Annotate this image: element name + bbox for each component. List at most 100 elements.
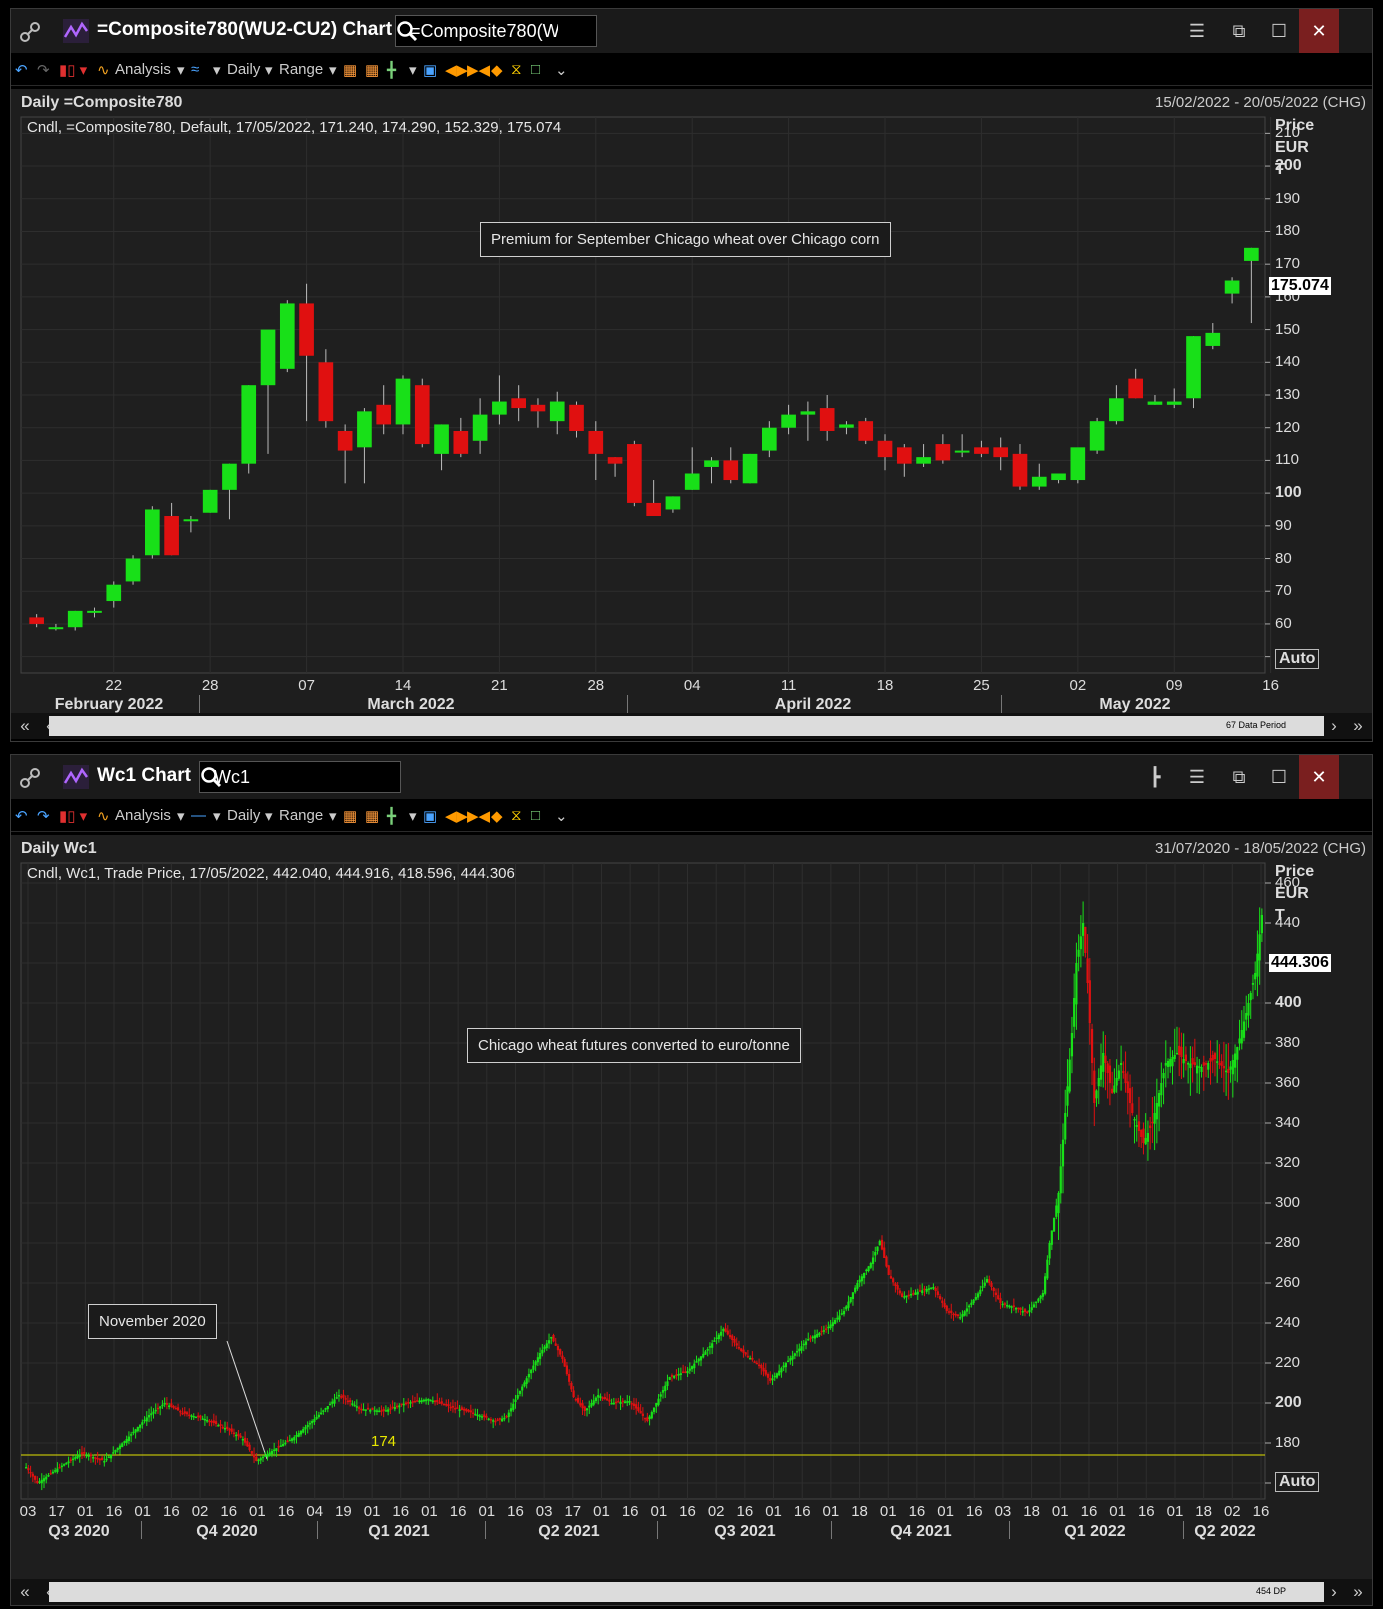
menu-icon[interactable]: ☰: [1188, 20, 1206, 41]
candle-body: [935, 444, 951, 461]
maximize-icon[interactable]: ☐: [1270, 20, 1288, 41]
scroll-vertical-icon[interactable]: ◆: [491, 808, 503, 825]
candle-body: [930, 1287, 933, 1290]
zoom-box-icon[interactable]: ▣: [423, 808, 438, 825]
crosshair-dropdown-icon[interactable]: ▾: [409, 62, 417, 79]
chart-style-icon[interactable]: ▦: [343, 62, 358, 79]
range-menu[interactable]: Range: [279, 807, 324, 824]
scroll-start-icon[interactable]: «: [20, 716, 30, 735]
crosshair-icon[interactable]: ╋: [387, 808, 397, 825]
x-tick-label: 16: [392, 1503, 410, 1520]
interval-dropdown-icon[interactable]: ▾: [265, 808, 273, 825]
bottom-scrollbar[interactable]: « ‹ 454 DP › »: [11, 1579, 1372, 1605]
scroll-start-icon[interactable]: «: [20, 1582, 30, 1601]
crosshair-icon[interactable]: ╋: [387, 62, 397, 79]
analysis-dropdown-icon[interactable]: ▾: [177, 62, 185, 79]
compress-vertical-icon[interactable]: ⧖: [511, 807, 522, 824]
line-style-dropdown-icon[interactable]: ▾: [213, 808, 221, 825]
link-icon[interactable]: [19, 767, 41, 789]
candle-body: [863, 1273, 866, 1279]
compress-vertical-icon[interactable]: ⧖: [511, 61, 522, 78]
compare-icon[interactable]: ▦: [365, 808, 380, 825]
crosshair-dropdown-icon[interactable]: ▾: [409, 808, 417, 825]
top-scrollbar[interactable]: « ‹ 67 Data Period › »: [11, 713, 1372, 739]
candle-body: [936, 1291, 939, 1295]
link-icon[interactable]: [19, 21, 41, 43]
candle-body: [306, 1425, 309, 1428]
bottom-candle-chart[interactable]: [11, 835, 1372, 1579]
undo-icon[interactable]: ↶: [15, 62, 28, 79]
symbol-search-box[interactable]: Wc1: [199, 761, 401, 793]
popout-icon[interactable]: ⧉: [1232, 20, 1246, 41]
candle-body: [273, 1449, 276, 1452]
maximize-icon[interactable]: ☐: [1270, 766, 1288, 787]
select-tool-icon[interactable]: □: [531, 61, 541, 78]
scroll-horizontal-icon[interactable]: ◀▶: [445, 62, 469, 79]
auto-scale-button[interactable]: Auto: [1275, 1472, 1320, 1492]
range-dropdown-icon[interactable]: ▾: [329, 808, 337, 825]
studies-dropdown-icon[interactable]: ▾: [213, 62, 221, 79]
compare-icon[interactable]: ▦: [365, 62, 380, 79]
line-style-icon[interactable]: —: [191, 807, 206, 824]
candle-body: [956, 1314, 960, 1317]
undo-icon[interactable]: ↶: [15, 808, 28, 825]
redo-icon[interactable]: ↷: [37, 62, 50, 79]
candle-body: [746, 1355, 750, 1358]
bottom-chart-area[interactable]: Daily Wc1 31/07/2020 - 18/05/2022 (CHG) …: [11, 835, 1372, 1579]
candle-body: [1182, 1059, 1185, 1064]
candle-body: [1010, 1306, 1013, 1308]
scroll-horizontal-icon[interactable]: ◀▶: [445, 808, 469, 825]
select-tool-icon[interactable]: □: [531, 807, 541, 824]
scroll-vertical-icon[interactable]: ◆: [491, 62, 503, 79]
annotation-note-november[interactable]: November 2020: [88, 1304, 217, 1339]
scroll-end-icon[interactable]: »: [1353, 716, 1363, 735]
scroll-right-icon[interactable]: ›: [1331, 716, 1337, 735]
search-icon[interactable]: [200, 766, 222, 788]
scroll-track[interactable]: [49, 1582, 1324, 1602]
candle-type-icon[interactable]: ▮▯ ▾: [59, 62, 88, 79]
scroll-right-icon[interactable]: ›: [1331, 1582, 1337, 1601]
more-tools-icon[interactable]: ⌄: [555, 62, 568, 79]
top-candle-chart[interactable]: [11, 89, 1372, 713]
analysis-dropdown-icon[interactable]: ▾: [177, 808, 185, 825]
candle-body: [795, 1351, 799, 1353]
scroll-end-icon[interactable]: »: [1353, 1582, 1363, 1601]
annotation-note[interactable]: Premium for September Chicago wheat over…: [480, 222, 891, 257]
chart-style-icon[interactable]: ▦: [343, 808, 358, 825]
menu-icon[interactable]: ☰: [1188, 766, 1206, 787]
range-dropdown-icon[interactable]: ▾: [329, 62, 337, 79]
compress-horizontal-icon[interactable]: ▶◀: [467, 62, 491, 79]
analysis-menu[interactable]: Analysis: [115, 807, 171, 824]
candle-body: [585, 1408, 589, 1411]
analysis-menu[interactable]: Analysis: [115, 61, 171, 78]
scroll-left-icon[interactable]: ‹: [37, 713, 61, 739]
candle-type-icon[interactable]: ▮▯ ▾: [59, 808, 88, 825]
more-tools-icon[interactable]: ⌄: [555, 808, 568, 825]
x-tick-label: 16: [105, 1503, 123, 1520]
interval-menu[interactable]: Daily: [227, 61, 261, 78]
popout-icon[interactable]: ⧉: [1232, 766, 1246, 787]
symbol-search-box[interactable]: =Composite780(W: [395, 15, 597, 47]
candle-body: [436, 1399, 439, 1403]
scroll-track[interactable]: [49, 716, 1324, 736]
x-tick-label: 01: [77, 1503, 94, 1520]
tree-icon[interactable]: ┣: [1149, 766, 1161, 787]
annotation-note[interactable]: Chicago wheat futures converted to euro/…: [467, 1028, 801, 1063]
range-menu[interactable]: Range: [279, 61, 324, 78]
x-tick-label: 16: [1137, 1503, 1155, 1520]
zoom-box-icon[interactable]: ▣: [423, 62, 438, 79]
top-chart-area[interactable]: Daily =Composite780 15/02/2022 - 20/05/2…: [11, 89, 1372, 713]
scroll-left-icon[interactable]: ‹: [37, 1579, 61, 1605]
symbol-search-input[interactable]: Wc1: [214, 767, 250, 787]
close-icon[interactable]: ✕: [1299, 9, 1339, 53]
close-icon[interactable]: ✕: [1299, 755, 1339, 799]
candle-body: [858, 421, 874, 441]
redo-icon[interactable]: ↷: [37, 808, 50, 825]
symbol-search-input[interactable]: =Composite780(W: [410, 21, 558, 41]
auto-scale-button[interactable]: Auto: [1275, 649, 1320, 669]
compress-horizontal-icon[interactable]: ▶◀: [467, 808, 491, 825]
interval-menu[interactable]: Daily: [227, 807, 261, 824]
interval-dropdown-icon[interactable]: ▾: [265, 62, 273, 79]
studies-icon[interactable]: ≈: [191, 61, 200, 78]
search-icon[interactable]: [396, 20, 418, 42]
